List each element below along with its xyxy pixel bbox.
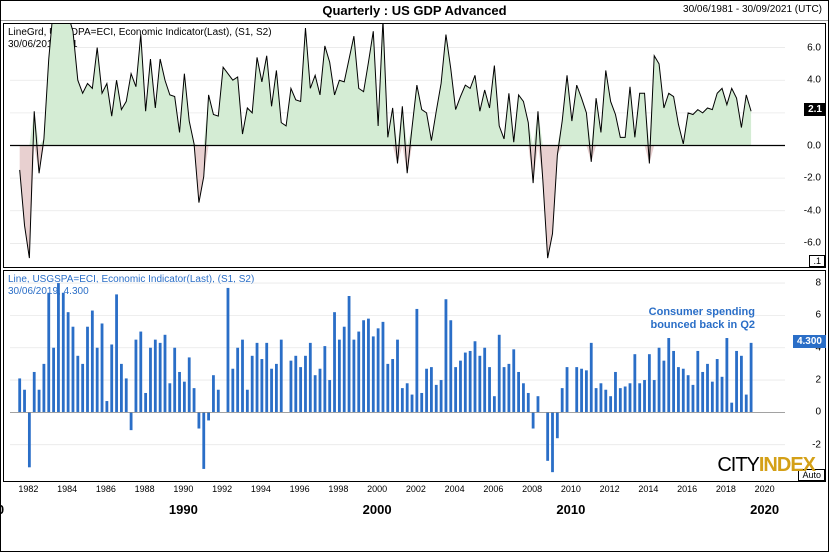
- gdp-chart: [4, 24, 825, 267]
- gdp-panel: LineGrd, USGDPA=ECI, Economic Indicator(…: [3, 23, 826, 268]
- x-axis: 1982198419861988199019921994199619982000…: [3, 484, 826, 542]
- annotation-text: Consumer spendingbounced back in Q2: [649, 306, 755, 332]
- current-value-consumer: 4.300: [793, 335, 826, 348]
- consumer-panel: Line, USGSPA=ECI, Economic Indicator(Las…: [3, 270, 826, 482]
- chart-title: Quarterly : US GDP Advanced: [322, 3, 506, 18]
- brand-logo: CITYINDEX: [717, 454, 815, 477]
- current-value-gdp: 2.1: [804, 103, 826, 116]
- x-axis-minor: 1982198419861988199019921994199619982000…: [3, 484, 826, 498]
- chart-header: Quarterly : US GDP Advanced 30/06/1981 -…: [1, 1, 828, 21]
- consumer-chart: [4, 271, 825, 481]
- scale-badge-gdp[interactable]: .1: [809, 255, 825, 267]
- date-range: 30/06/1981 - 30/09/2021 (UTC): [683, 4, 822, 15]
